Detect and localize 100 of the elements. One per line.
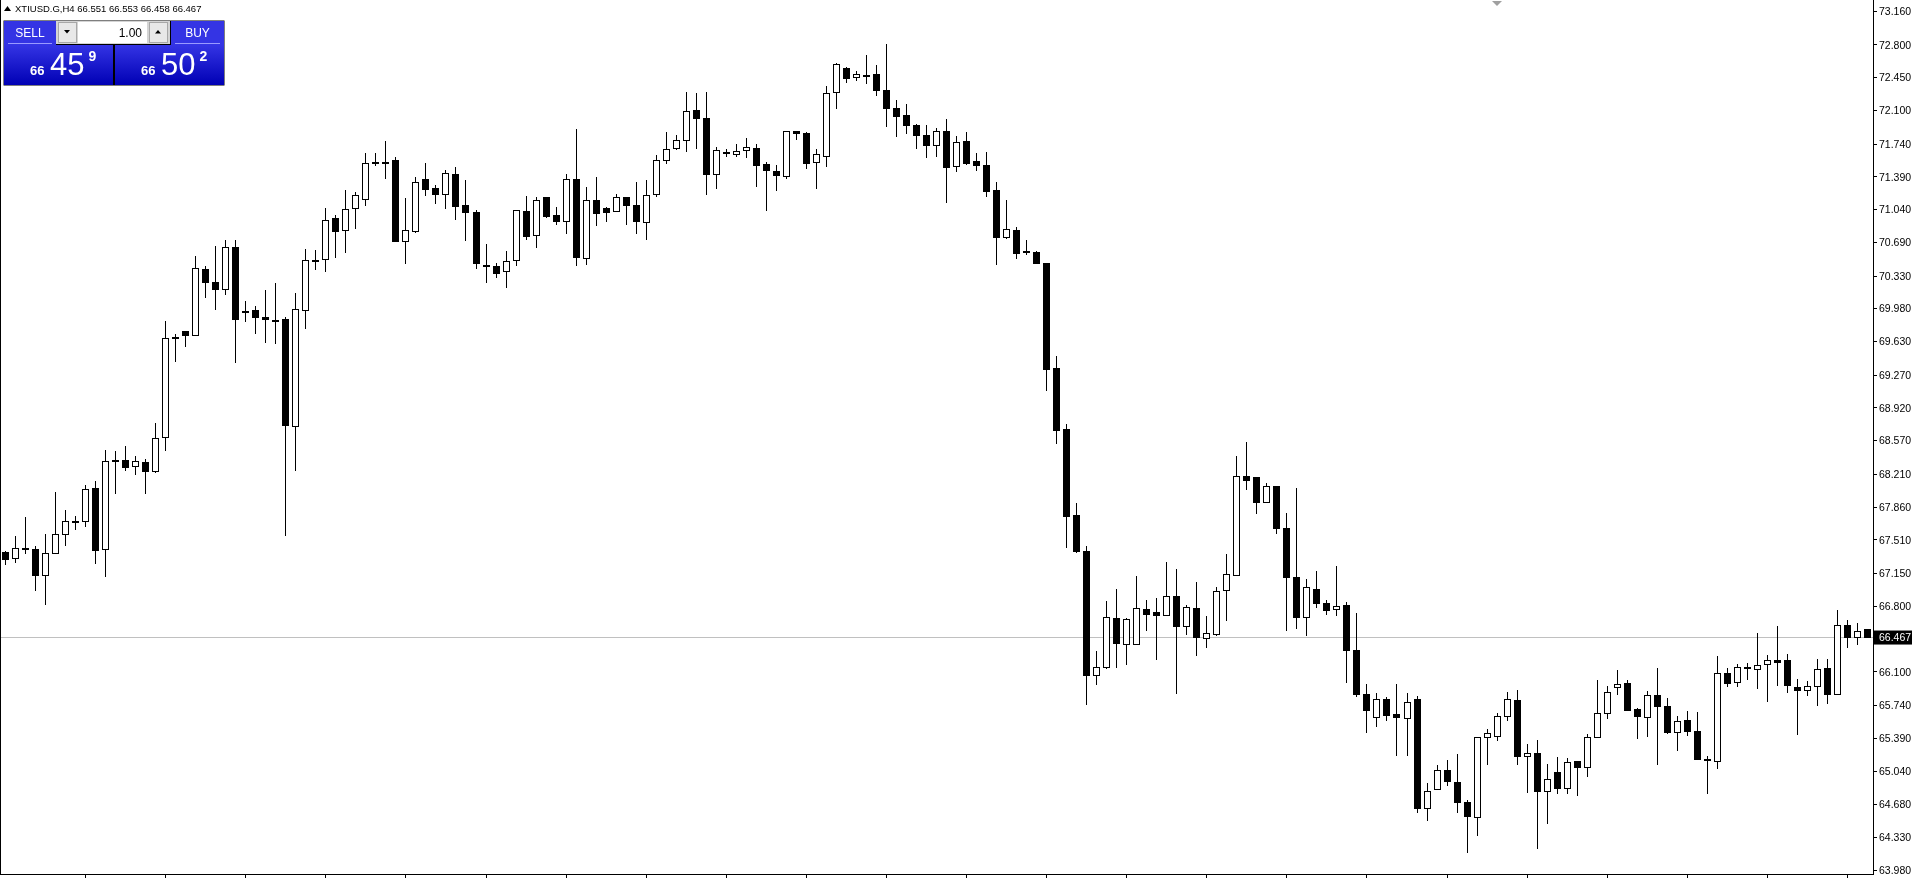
candlestick	[1524, 743, 1531, 794]
y-tick-label: 64.680	[1879, 798, 1912, 811]
candlestick	[923, 124, 930, 159]
candlestick	[1574, 761, 1581, 797]
candlestick	[132, 455, 139, 476]
y-tick-label: 71.740	[1879, 137, 1912, 150]
candlestick	[743, 137, 750, 159]
candlestick	[112, 450, 119, 495]
candlestick	[1373, 692, 1380, 728]
candlestick	[1504, 691, 1511, 722]
candlestick	[402, 197, 409, 265]
candlestick	[1464, 799, 1471, 854]
candlestick	[543, 196, 550, 219]
y-tick-label: 65.740	[1879, 699, 1912, 712]
candlestick	[1774, 625, 1781, 687]
annotation: SELL	[15, 26, 45, 40]
candlestick	[342, 189, 349, 254]
y-tick-label: 68.210	[1879, 468, 1912, 481]
y-tick-label: 71.040	[1879, 203, 1912, 216]
candlestick	[633, 181, 640, 235]
candlestick	[963, 131, 970, 166]
candlestick	[933, 127, 940, 158]
candlestick	[1383, 696, 1390, 722]
candlestick	[1734, 663, 1741, 688]
candlestick	[593, 176, 600, 227]
candlestick	[142, 458, 149, 495]
candlestick	[1554, 756, 1561, 795]
y-tick-label: 64.330	[1879, 831, 1912, 844]
candlestick	[42, 533, 49, 606]
candlestick	[12, 535, 19, 564]
candlestick	[1654, 667, 1661, 766]
y-tick-label: 72.100	[1879, 104, 1912, 117]
candlestick	[1764, 654, 1771, 703]
annotation: 66 50$^{2}$	[141, 47, 208, 82]
candlestick	[1363, 683, 1370, 734]
y-tick-label: 66.800	[1879, 600, 1912, 613]
y-tick-label: 69.270	[1879, 368, 1912, 381]
annotation: 66 45$^{9}$	[30, 47, 97, 82]
candlestick	[1393, 683, 1400, 757]
annotation: 1.00	[118, 25, 143, 40]
candlestick	[1544, 763, 1551, 825]
y-tick-label: 70.690	[1879, 236, 1912, 249]
candlestick	[753, 143, 760, 188]
candlestick	[262, 289, 269, 344]
candlestick	[312, 249, 319, 271]
candlestick	[1424, 782, 1431, 822]
candlestick	[503, 250, 510, 289]
y-tick-label: 72.450	[1879, 71, 1912, 84]
candlestick	[1203, 615, 1210, 649]
candlestick	[242, 300, 249, 323]
candlestick	[1013, 226, 1020, 260]
candlestick	[1153, 597, 1160, 661]
candlestick	[1844, 619, 1851, 649]
candlestick	[1223, 553, 1230, 622]
candlestick	[1814, 658, 1821, 707]
candlestick	[272, 282, 279, 345]
candlestick	[693, 92, 700, 150]
candlestick	[773, 164, 780, 192]
candlestick	[1724, 667, 1731, 688]
candlestick	[172, 333, 179, 363]
candlestick	[442, 169, 449, 210]
candlestick	[122, 445, 129, 472]
candlestick	[873, 64, 880, 97]
candlestick	[1143, 599, 1150, 632]
candlestick	[913, 123, 920, 150]
y-tick-label: 68.570	[1879, 434, 1912, 447]
candlestick	[22, 516, 29, 555]
chart-title: XTIUSD.G,H4 66.551 66.553 66.458 66.467	[15, 3, 202, 14]
candlestick	[1854, 622, 1861, 646]
candlestick	[432, 184, 439, 205]
candlestick	[1093, 650, 1100, 686]
y-tick-label: 69.980	[1879, 302, 1912, 315]
y-tick-label: 67.510	[1879, 533, 1912, 546]
candlestick	[763, 161, 770, 212]
candlestick	[1674, 715, 1681, 752]
candlestick	[1634, 707, 1641, 740]
candlestick	[52, 491, 59, 554]
candlestick	[1333, 565, 1340, 617]
y-tick-label: 72.800	[1879, 38, 1912, 51]
candlestick	[1003, 199, 1010, 240]
candlestick	[1604, 685, 1611, 720]
candlestick	[1484, 728, 1491, 766]
candlestick	[1754, 632, 1761, 690]
candlestick	[1444, 759, 1451, 787]
candlestick	[1644, 690, 1651, 738]
y-tick-label: 66.100	[1879, 665, 1912, 678]
candlestick	[382, 140, 389, 180]
y-tick-label: 69.630	[1879, 335, 1912, 348]
annotation: BUY	[185, 26, 210, 40]
candlestick	[352, 191, 359, 230]
candlestick	[623, 196, 630, 226]
y-tick-label: 73.160	[1879, 4, 1912, 17]
candlestick	[212, 245, 219, 311]
candlestick	[1404, 692, 1411, 757]
candlestick	[893, 99, 900, 138]
candlestick	[202, 265, 209, 299]
candlestick	[813, 148, 820, 190]
candlestick	[332, 214, 339, 259]
candlestick	[1243, 441, 1250, 491]
candlestick	[1313, 570, 1320, 609]
